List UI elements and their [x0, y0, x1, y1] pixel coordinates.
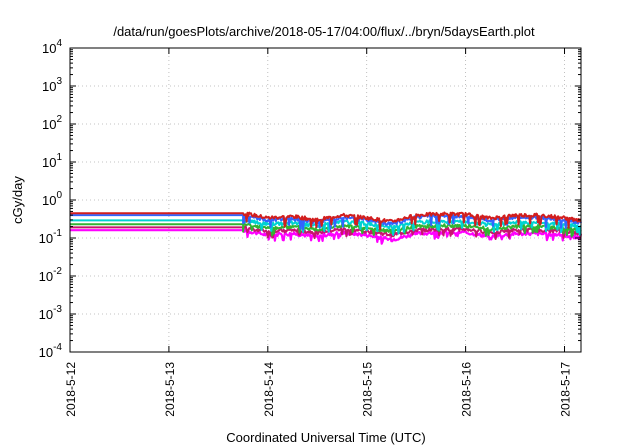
x-axis-label: Coordinated Universal Time (UTC): [226, 430, 425, 445]
y-tick-label: 104: [42, 38, 62, 56]
y-axis: 10-4 10-3 10-2 10-1 100 101 102 103 104: [39, 38, 581, 360]
series-line-1: [70, 227, 582, 245]
grid: [70, 48, 581, 352]
y-tick-label: 10-3: [39, 304, 63, 322]
x-axis: 2018-5-12 2018-5-13 2018-5-14 2018-5-15 2018…: [64, 48, 573, 417]
x-tick-label: 2018-5-12: [64, 362, 78, 417]
series-line-6: [70, 211, 582, 231]
y-tick-label: 10-2: [39, 266, 63, 284]
y-tick-label: 10-1: [39, 228, 63, 246]
x-tick-label: 2018-5-14: [262, 362, 276, 417]
x-tick-label: 2018-5-16: [460, 362, 474, 417]
series-group: [70, 211, 582, 245]
y-axis-label: cGy/day: [10, 176, 25, 224]
y-tick-label: 102: [42, 114, 62, 132]
x-tick-label: 2018-5-15: [361, 362, 375, 417]
y-tick-label: 103: [42, 76, 62, 94]
x-tick-label: 2018-5-13: [163, 362, 177, 417]
y-tick-label: 10-4: [39, 342, 63, 360]
chart-title: /data/run/goesPlots/archive/2018-05-17/0…: [113, 24, 535, 39]
x-tick-label: 2018-5-17: [559, 362, 573, 417]
y-tick-label: 100: [42, 190, 62, 208]
y-tick-label: 101: [42, 152, 62, 170]
